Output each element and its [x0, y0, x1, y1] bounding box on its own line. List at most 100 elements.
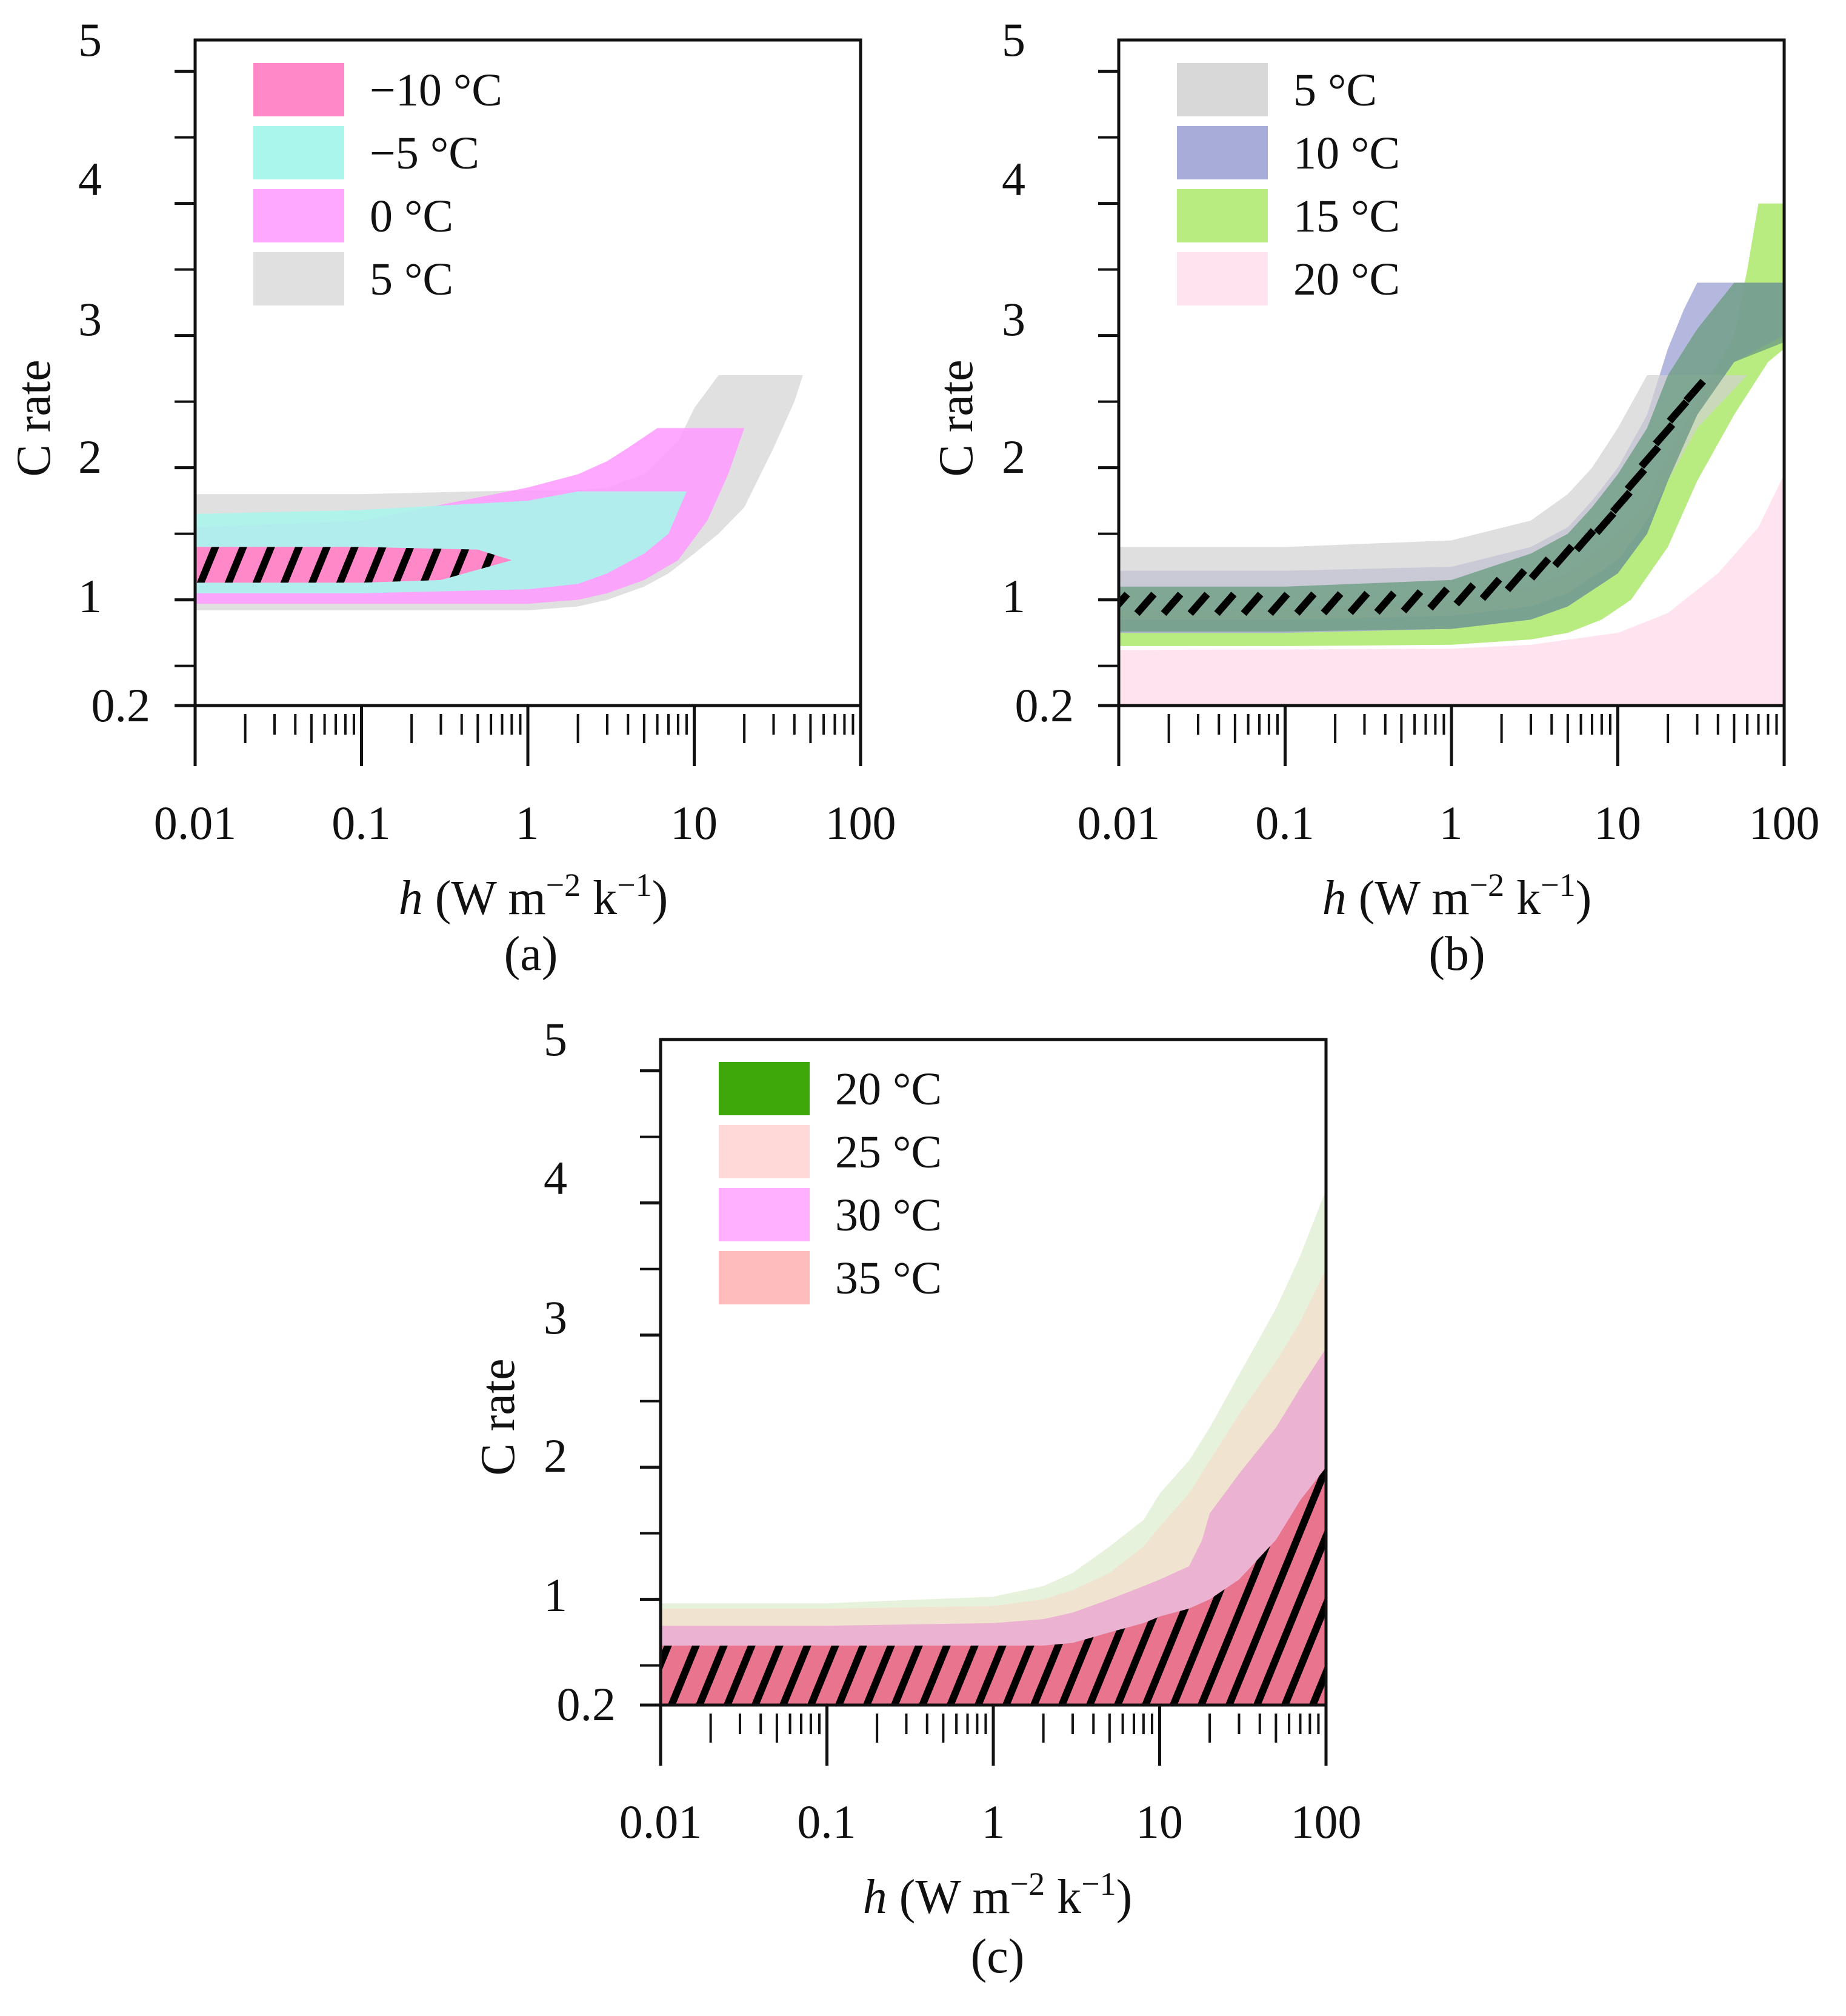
x-tick-label: 1: [982, 1795, 1005, 1848]
y-tick-label: 4: [78, 153, 102, 205]
hatch-line: [1195, 1467, 1326, 1705]
area-c-30c: [661, 1348, 1326, 1705]
panel-label-a: (a): [504, 927, 558, 981]
x-tick-label: 1: [1439, 796, 1463, 849]
x-tick-label: 0.1: [797, 1795, 856, 1848]
hatch-dash: [1267, 592, 1290, 616]
hatch-dash: [1241, 592, 1264, 616]
hatch-dash: [1573, 528, 1596, 553]
x-tick-labels-a: 0.01 0.1 1 10 100: [154, 796, 896, 849]
y-tick-label: 2: [1002, 430, 1025, 483]
legend-label: 20 °C: [1293, 254, 1400, 305]
legend-label: 20 °C: [835, 1064, 942, 1115]
legend-label: −5 °C: [370, 128, 479, 179]
y-tick-label: 2: [78, 430, 102, 483]
hatch-dash: [1594, 510, 1617, 535]
hatch-dash: [1134, 592, 1157, 616]
legend-swatch: [1177, 189, 1268, 242]
y-tick-label: 5: [78, 13, 102, 66]
legend-c: 20 °C 25 °C 30 °C 35 °C: [719, 1062, 942, 1304]
hatch-line: [650, 0, 950, 712]
panel-label-b: (b): [1428, 927, 1485, 981]
y-ticks-b: [1098, 70, 1119, 707]
legend-label: 10 °C: [1293, 128, 1400, 179]
hatch-line: [1251, 1467, 1326, 1705]
hatch-line: [661, 1467, 861, 1705]
area-b-overlap: [1119, 282, 1784, 632]
y-tick-label: 5: [1002, 13, 1025, 66]
legend-swatch: [719, 1251, 810, 1304]
legend-b: 5 °C 10 °C 15 °C 20 °C: [1177, 63, 1400, 305]
hatch-dash: [1552, 544, 1575, 569]
y-ticks-a: [175, 70, 195, 707]
x-tick-labels-b: 0.01 0.1 1 10 100: [1078, 796, 1820, 849]
hatch-dash: [1374, 590, 1397, 615]
hatch-dash: [1453, 582, 1476, 607]
legend-label: 25 °C: [835, 1127, 942, 1178]
x-tick-label: 100: [1291, 1795, 1362, 1848]
legend-swatch: [1177, 252, 1268, 305]
hatch-line: [622, 0, 922, 712]
hatch-dash: [1119, 592, 1130, 610]
panel-label-c: (c): [971, 1930, 1025, 1983]
y-axis-title-b: C rate: [930, 359, 983, 476]
legend-a: −10 °C −5 °C 0 °C 5 °C: [253, 63, 502, 305]
legend-label: 5 °C: [370, 254, 453, 305]
y-tick-labels-b: 0.2 1 2 3 4 5: [1002, 13, 1074, 732]
legend-label: 0 °C: [370, 191, 453, 242]
y-tick-label: 1: [78, 570, 102, 622]
legend-label: 30 °C: [835, 1190, 942, 1241]
x-ticks-b: [1117, 706, 1786, 766]
x-tick-label: 10: [1136, 1795, 1183, 1848]
hatch-line: [845, 0, 1145, 712]
y-tick-label: 1: [544, 1569, 567, 1621]
hatch-dash: [1294, 591, 1317, 616]
hatch-line: [661, 1467, 722, 1705]
chart-panel-c: 0.01 0.1 1 10 100 0.2 1 2 3 4 5 C rate h…: [471, 979, 1666, 1983]
y-ticks-c: [640, 1069, 661, 1707]
area-b-20c: [1119, 474, 1784, 706]
hatch-line: [594, 0, 894, 712]
area-c-35c: [661, 1467, 1326, 1705]
y-axis-title-a: C rate: [7, 359, 61, 476]
hatch-line: [661, 1467, 750, 1705]
x-tick-label: 10: [1594, 796, 1641, 849]
hatch-dash: [1638, 444, 1661, 469]
legend-swatch: [253, 252, 344, 305]
hatch-dash: [1427, 586, 1450, 611]
y-tick-labels-a: 0.2 1 2 3 4 5: [78, 13, 150, 732]
x-tick-labels-c: 0.01 0.1 1 10 100: [619, 1795, 1362, 1848]
y-tick-label: 1: [1002, 570, 1025, 622]
panel-a-areas: [195, 0, 1145, 712]
y-tick-label: 0.2: [92, 679, 151, 732]
x-tick-label: 10: [670, 796, 718, 849]
y-tick-label: 3: [544, 1291, 567, 1344]
hatch-line: [705, 0, 1005, 712]
y-axis-title-c: C rate: [471, 1358, 525, 1475]
x-ticks-a: [193, 706, 862, 766]
y-tick-label: 4: [544, 1152, 567, 1204]
legend-swatch: [253, 63, 344, 116]
hatch-dash: [1653, 422, 1676, 447]
hatch-line: [678, 0, 978, 712]
hatch-line: [566, 0, 866, 712]
legend-swatch: [1177, 63, 1268, 116]
y-tick-label: 4: [1002, 153, 1025, 205]
legend-swatch: [1177, 126, 1268, 179]
x-tick-label: 0.01: [619, 1795, 702, 1848]
hatch-dash: [1610, 490, 1633, 514]
hatch-line: [1223, 1467, 1326, 1705]
hatch-dash: [1161, 592, 1184, 616]
hatch-dash: [1683, 378, 1706, 403]
hatch-line: [1366, 979, 1666, 1711]
y-tick-label: 3: [78, 293, 102, 345]
legend-label: 5 °C: [1293, 65, 1377, 116]
hatch-dash: [1624, 467, 1647, 492]
x-tick-label: 100: [825, 796, 896, 849]
panel-c-areas: [661, 979, 1666, 1711]
hatch-line: [789, 0, 1089, 712]
hatch-line: [733, 0, 1033, 712]
y-tick-label: 2: [544, 1429, 567, 1482]
hatch-dash: [1667, 399, 1690, 424]
panel-b-areas: [1119, 203, 1784, 706]
